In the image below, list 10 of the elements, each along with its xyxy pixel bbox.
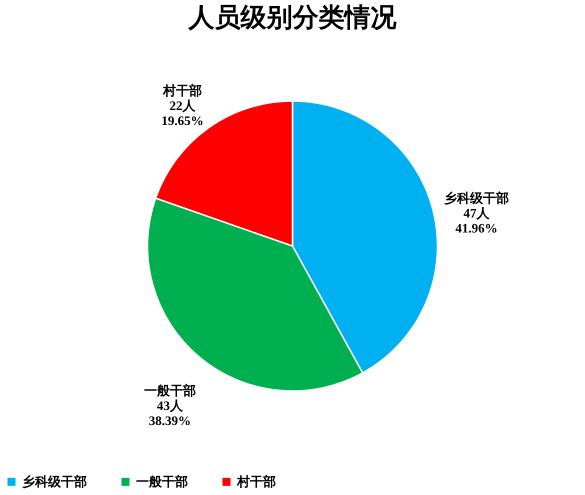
data-label: 47人 41.96%	[455, 206, 498, 236]
slice-label: 乡科级干部	[444, 190, 509, 206]
legend-label: 一般干部	[136, 474, 188, 489]
slice-label: 村干部	[162, 83, 202, 98]
chart-title: 人员级别分类情况	[188, 3, 398, 32]
legend-label: 村干部	[236, 474, 276, 489]
data-label: 22人 19.65%	[161, 98, 204, 128]
slice-label: 一般干部	[144, 383, 196, 398]
legend-label: 乡科级干部	[22, 474, 87, 489]
data-label: 43人 38.39%	[148, 398, 192, 428]
